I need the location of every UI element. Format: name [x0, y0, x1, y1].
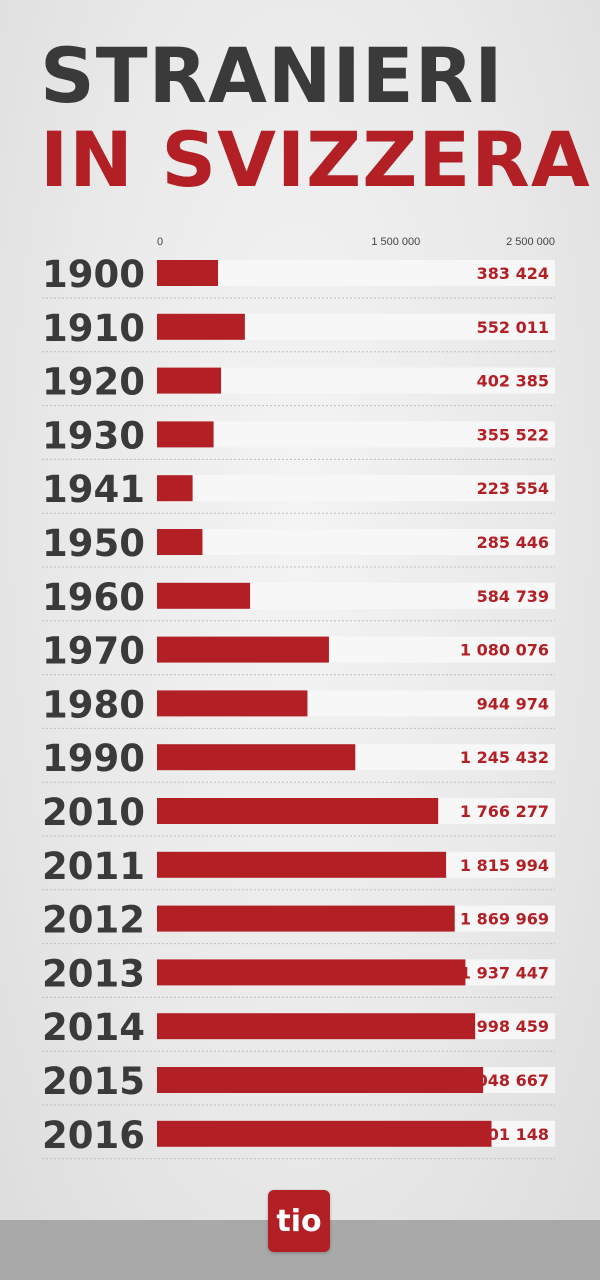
category-label: 2010	[42, 791, 145, 834]
category-label: 2013	[42, 952, 145, 995]
category-label: 1950	[42, 522, 145, 565]
category-label: 2011	[42, 845, 145, 888]
data-label: 1 869 969	[460, 910, 549, 929]
bar	[157, 367, 222, 394]
bar-track	[157, 475, 555, 502]
category-label: 2012	[42, 899, 145, 942]
category-label: 1930	[42, 414, 145, 457]
data-label: 944 974	[477, 694, 549, 713]
data-label: 1 937 447	[460, 963, 549, 982]
category-label: 2015	[42, 1060, 145, 1103]
data-label: 1 766 277	[460, 802, 549, 821]
category-label: 1941	[42, 468, 145, 511]
bar	[157, 260, 219, 286]
x-tick-label: 0	[157, 236, 163, 248]
category-label: 1900	[42, 253, 145, 296]
x-tick-label: 1 500 000	[371, 236, 420, 248]
category-label: 1990	[42, 737, 145, 780]
bar	[157, 636, 329, 663]
data-label: 584 739	[477, 587, 549, 606]
bar	[157, 529, 203, 555]
category-label: 1910	[42, 307, 145, 350]
bar	[157, 905, 455, 932]
data-label: 552 011	[477, 318, 549, 337]
category-label: 1970	[42, 630, 145, 673]
bar	[157, 798, 439, 824]
bar-track	[157, 260, 555, 286]
bar	[157, 959, 466, 986]
logo-text: tio	[276, 1203, 322, 1239]
category-label: 2016	[42, 1114, 145, 1157]
data-label: 383 424	[477, 264, 549, 283]
data-label: 1 815 994	[460, 856, 549, 875]
bar	[157, 582, 251, 609]
tio-logo[interactable]: tio	[268, 1190, 330, 1252]
category-label: 2014	[42, 1006, 145, 1049]
data-label: 1 080 076	[460, 641, 549, 660]
bar	[157, 1120, 492, 1147]
bar	[157, 851, 447, 878]
bar	[157, 313, 245, 340]
data-label: 223 554	[477, 479, 549, 498]
category-label: 1920	[42, 361, 145, 404]
bar-chart: 0 1 500 000 2 500 000 1900 383 424 1910 552 01…	[42, 236, 555, 1160]
data-label: 2 101 148	[460, 1125, 549, 1144]
data-label: 402 385	[477, 372, 549, 391]
page-title-line-2: IN SVIZZERA	[40, 115, 591, 204]
data-label: 1 998 459	[460, 1017, 549, 1036]
bar-track	[157, 367, 555, 394]
bar	[157, 475, 193, 502]
page-title-line-1: STRANIERI	[40, 31, 504, 120]
data-label: 1 245 432	[460, 748, 549, 767]
bar	[157, 690, 308, 717]
category-label: 1960	[42, 576, 145, 619]
data-label: 285 446	[477, 533, 549, 552]
bar	[157, 1013, 476, 1040]
bar	[157, 421, 214, 448]
data-label: 355 522	[477, 425, 549, 444]
bar-track	[157, 421, 555, 448]
bar	[157, 1067, 484, 1093]
bar	[157, 744, 356, 771]
category-label: 1980	[42, 683, 145, 726]
bar-track	[157, 529, 555, 555]
data-label: 2 048 667	[460, 1071, 549, 1090]
x-tick-label: 2 500 000	[506, 236, 555, 248]
